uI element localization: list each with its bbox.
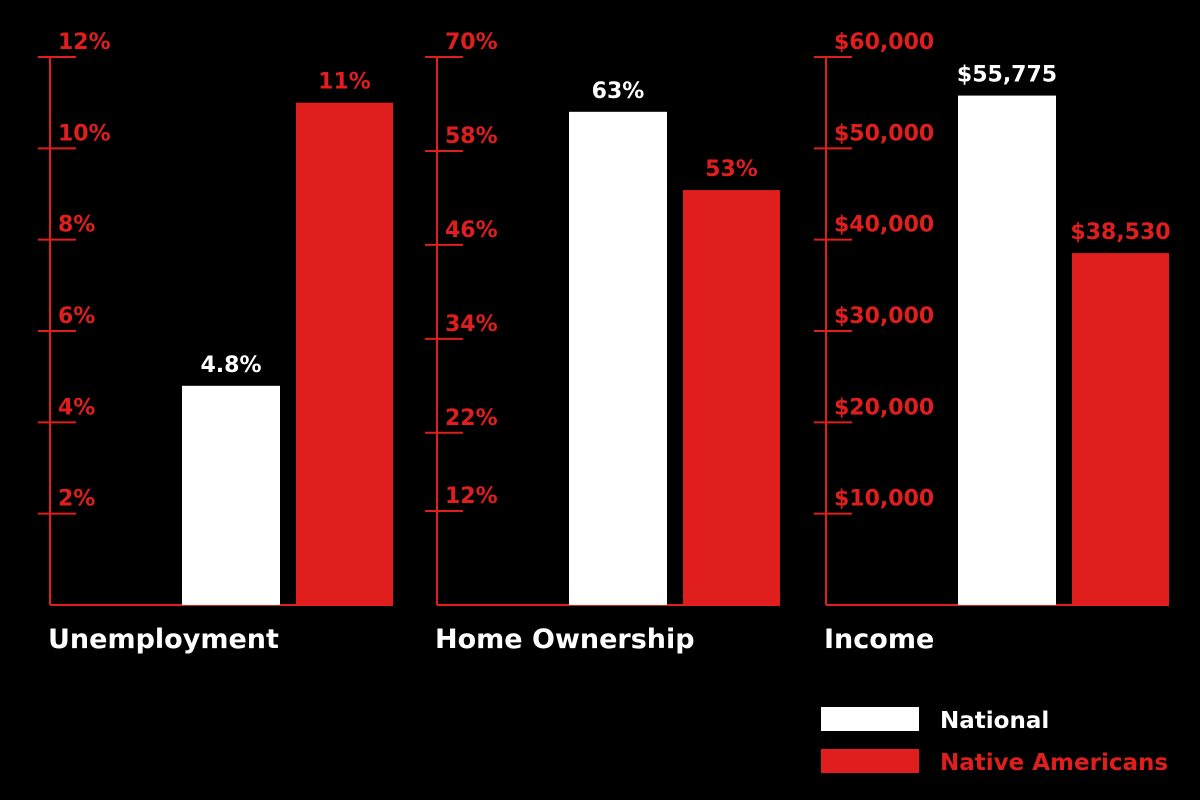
legend-label: National	[940, 708, 1049, 734]
legend-label: Native Americans	[940, 750, 1168, 776]
y-tick-label: 2%	[58, 487, 95, 512]
panel-title: Unemployment	[48, 624, 279, 655]
legend-swatch	[821, 749, 919, 773]
panel-title: Home Ownership	[435, 624, 695, 655]
y-tick-label: 34%	[445, 312, 498, 337]
value-label: 53%	[705, 157, 758, 182]
y-tick-label: $50,000	[834, 121, 934, 146]
value-label: $38,530	[1070, 220, 1170, 245]
value-label: 11%	[318, 70, 371, 95]
bar	[182, 385, 280, 605]
y-tick-label: 10%	[58, 121, 111, 146]
y-tick-label: 4%	[58, 395, 95, 420]
y-tick-label: 12%	[445, 484, 498, 509]
bar	[683, 190, 780, 606]
y-tick-label: $20,000	[834, 395, 934, 420]
y-tick-label: $30,000	[834, 304, 934, 329]
y-tick-label: $60,000	[834, 30, 934, 55]
y-tick-label: $40,000	[834, 213, 934, 238]
bar	[296, 102, 393, 606]
value-label: 63%	[592, 79, 645, 104]
value-label: $55,775	[957, 63, 1057, 88]
y-tick-label: 46%	[445, 218, 498, 243]
value-label: 4.8%	[200, 353, 261, 378]
y-tick-label: 58%	[445, 124, 498, 149]
panel-title: Income	[824, 624, 934, 655]
y-tick-label: 6%	[58, 304, 95, 329]
y-tick-label: $10,000	[834, 487, 934, 512]
bar	[569, 111, 667, 606]
y-tick-label: 12%	[58, 30, 111, 55]
y-tick-label: 70%	[445, 30, 498, 55]
y-tick-label: 22%	[445, 406, 498, 431]
bar	[1072, 253, 1169, 606]
legend-swatch	[821, 707, 919, 731]
bar	[958, 95, 1056, 606]
y-tick-label: 8%	[58, 213, 95, 238]
